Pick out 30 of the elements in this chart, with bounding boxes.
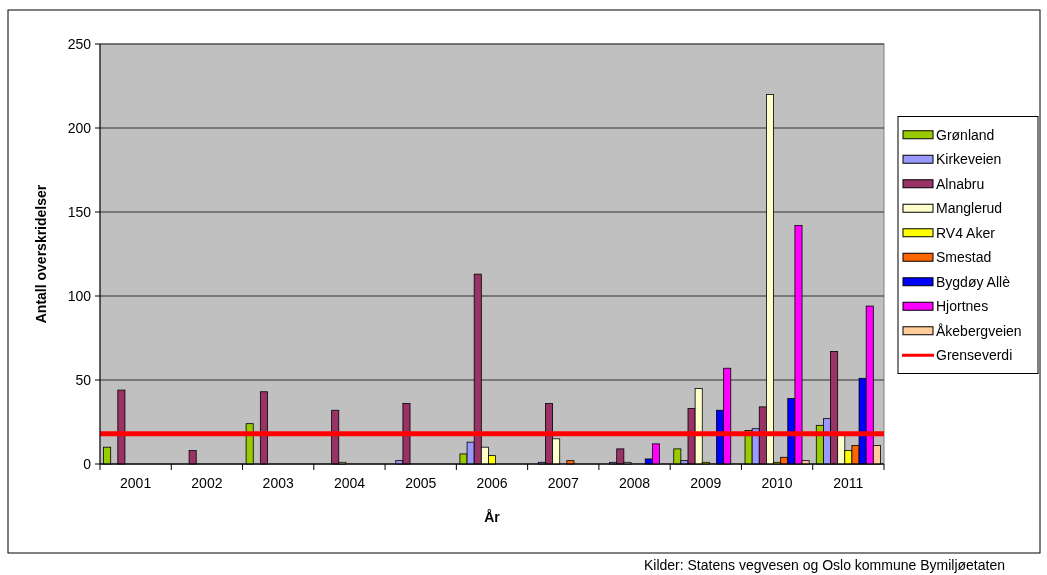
- x-axis-title: År: [484, 509, 501, 525]
- y-axis-title: Antall overskridelser: [33, 184, 49, 324]
- legend-label: Åkebergveien: [936, 322, 1022, 339]
- x-tick-label: 2005: [405, 475, 437, 491]
- y-tick-label: 150: [67, 203, 92, 220]
- text: Kilder: Statens vegvesen og Oslo kommune Bymiljøetaten: [643, 557, 1005, 573]
- x-tick-label: 2010: [761, 475, 793, 491]
- legend-label: Hjortnes: [936, 298, 989, 315]
- y-tick-label: 0: [83, 455, 92, 472]
- legend-label: Smestad: [936, 249, 992, 266]
- x-tick-label: 2002: [191, 475, 223, 491]
- legend-label: RV4 Aker: [936, 224, 996, 241]
- x-tick-label: 2001: [120, 475, 152, 491]
- x-tick-label: 2011: [833, 475, 864, 491]
- y-tick-label: 250: [67, 35, 92, 52]
- legend-label: Bygdøy Allè: [936, 273, 1011, 290]
- x-tick-label: 2004: [333, 475, 366, 491]
- legend-label: Alnabru: [936, 175, 985, 192]
- legend-label: Grønland: [936, 126, 995, 143]
- x-tick-label: 2008: [618, 475, 651, 491]
- legend-label: Manglerud: [936, 200, 1003, 217]
- y-tick-label: 200: [67, 119, 92, 136]
- x-tick-label: 2003: [262, 475, 294, 491]
- y-tick-label: 50: [75, 371, 92, 388]
- legend-label: Grenseverdi: [936, 347, 1013, 364]
- x-tick-label: 2009: [690, 475, 722, 491]
- legend-label: Kirkeveien: [936, 151, 1002, 168]
- x-tick-label: 2007: [547, 475, 580, 491]
- x-tick-label: 2006: [476, 475, 508, 491]
- y-tick-label: 100: [67, 287, 92, 304]
